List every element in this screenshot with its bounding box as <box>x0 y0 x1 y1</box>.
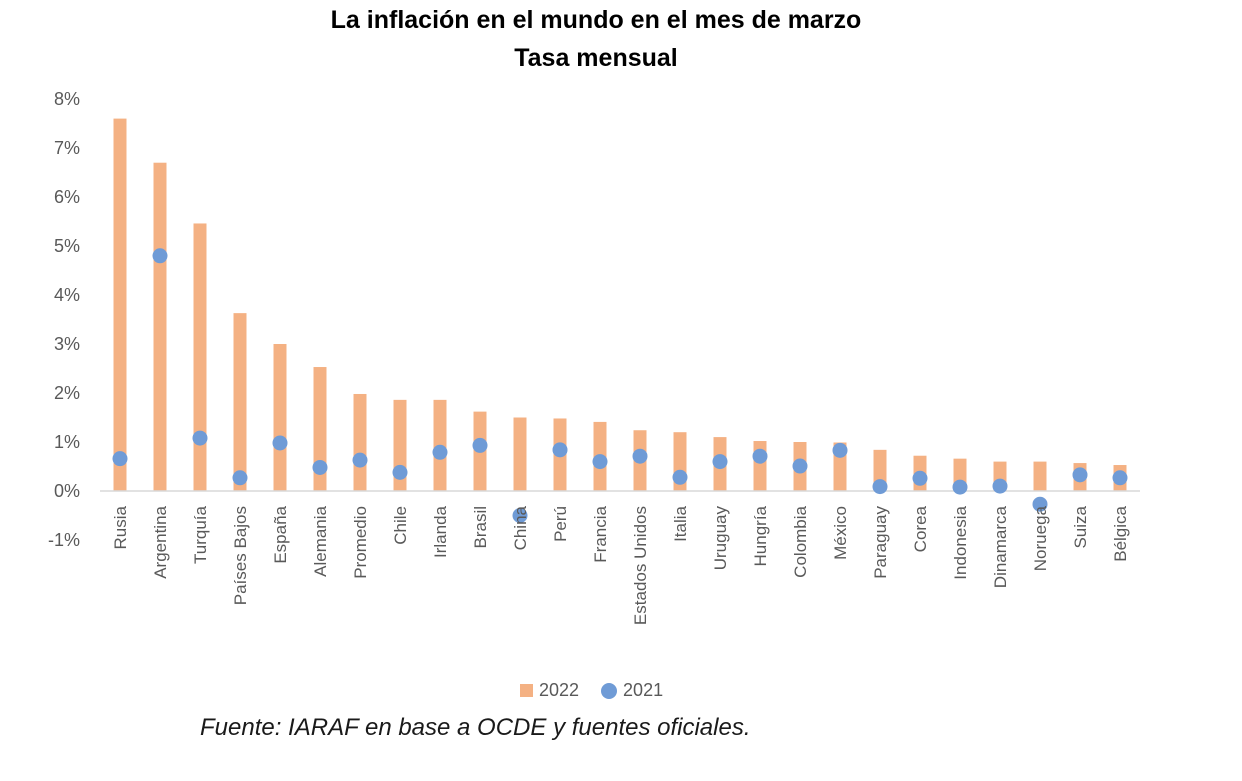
x-tick-label: España <box>271 505 290 563</box>
bar-2022 <box>233 313 247 491</box>
legend-2022-swatch <box>520 684 533 697</box>
bar-2022 <box>313 367 327 491</box>
point-2021 <box>792 458 808 474</box>
bar-2022 <box>153 162 167 491</box>
chart-title: La inflación en el mundo en el mes de ma… <box>330 6 862 34</box>
point-2021 <box>152 248 168 264</box>
x-tick-label: Argentina <box>151 505 170 578</box>
bar-2022 <box>113 118 127 491</box>
y-tick-label: -1% <box>48 530 80 550</box>
x-tick-label: Chile <box>391 506 410 545</box>
bar-2022 <box>193 223 207 491</box>
y-tick-label: 3% <box>54 334 80 354</box>
point-2021 <box>992 478 1008 494</box>
legend-2021-label: 2021 <box>623 680 664 700</box>
point-2021 <box>912 470 928 486</box>
y-tick-label: 0% <box>54 481 80 501</box>
point-2021 <box>1032 496 1048 512</box>
x-tick-label: Hungría <box>751 505 770 566</box>
y-tick-label: 5% <box>54 236 80 256</box>
x-tick-label: Irlanda <box>431 505 450 558</box>
point-2021 <box>1072 467 1088 483</box>
point-2021 <box>632 448 648 464</box>
point-2021 <box>192 430 208 446</box>
y-tick-label: 2% <box>54 383 80 403</box>
x-tick-label: Dinamarca <box>991 505 1010 588</box>
x-tick-label: Bélgica <box>1111 505 1130 561</box>
x-tick-label: Uruguay <box>711 506 730 571</box>
chart-subtitle: Tasa mensual <box>514 44 678 72</box>
bar-2022 <box>513 417 527 491</box>
bar-2022 <box>753 441 767 491</box>
point-2021 <box>752 448 768 464</box>
y-tick-label: 1% <box>54 432 80 452</box>
x-tick-label: Francia <box>591 505 610 562</box>
point-2021 <box>512 508 528 523</box>
x-tick-label: Italia <box>671 505 690 541</box>
point-2021 <box>872 479 888 495</box>
point-2021 <box>352 452 368 468</box>
x-tick-label: Alemania <box>311 505 330 576</box>
x-tick-label: Suiza <box>1071 505 1090 548</box>
point-2021 <box>392 464 408 480</box>
x-tick-label: Noruega <box>1031 505 1050 571</box>
bar-2022 <box>1033 461 1047 491</box>
point-2021 <box>832 442 848 458</box>
point-2021 <box>432 444 448 460</box>
source-note: Fuente: IARAF en base a OCDE y fuentes o… <box>200 714 751 741</box>
point-2021 <box>1112 470 1128 486</box>
bar-2022 <box>353 393 367 491</box>
chart-legend: 2022 2021 <box>520 680 663 701</box>
point-2021 <box>952 479 968 495</box>
point-2021 <box>552 442 568 458</box>
point-2021 <box>672 469 688 485</box>
y-tick-label: 7% <box>54 138 80 158</box>
point-2021 <box>272 435 288 451</box>
point-2021 <box>712 454 728 470</box>
bar-2022 <box>273 344 287 491</box>
x-tick-label: Paraguay <box>871 506 890 579</box>
x-tick-label: Rusia <box>111 505 130 549</box>
x-tick-label: Corea <box>911 505 930 552</box>
x-tick-label: Perú <box>551 506 570 542</box>
point-2021 <box>312 459 328 475</box>
x-tick-label: Colombia <box>791 505 810 577</box>
x-tick-label: Estados Unidos <box>631 506 650 625</box>
x-tick-label: Indonesia <box>951 505 970 579</box>
y-tick-label: 8% <box>54 89 80 109</box>
x-tick-label: China <box>511 505 530 550</box>
legend-2021-swatch <box>601 682 618 699</box>
x-tick-label: Turquía <box>191 505 210 564</box>
x-tick-label: Países Bajos <box>231 506 250 605</box>
y-tick-label: 4% <box>54 285 80 305</box>
point-2021 <box>592 454 608 470</box>
x-tick-label: Brasil <box>471 506 490 549</box>
point-2021 <box>112 451 128 467</box>
point-2021 <box>232 470 248 486</box>
x-tick-label: Promedio <box>351 506 370 579</box>
x-tick-label: México <box>831 506 850 560</box>
point-2021 <box>472 437 488 453</box>
y-tick-label: 6% <box>54 187 80 207</box>
legend-2022-label: 2022 <box>539 680 580 700</box>
